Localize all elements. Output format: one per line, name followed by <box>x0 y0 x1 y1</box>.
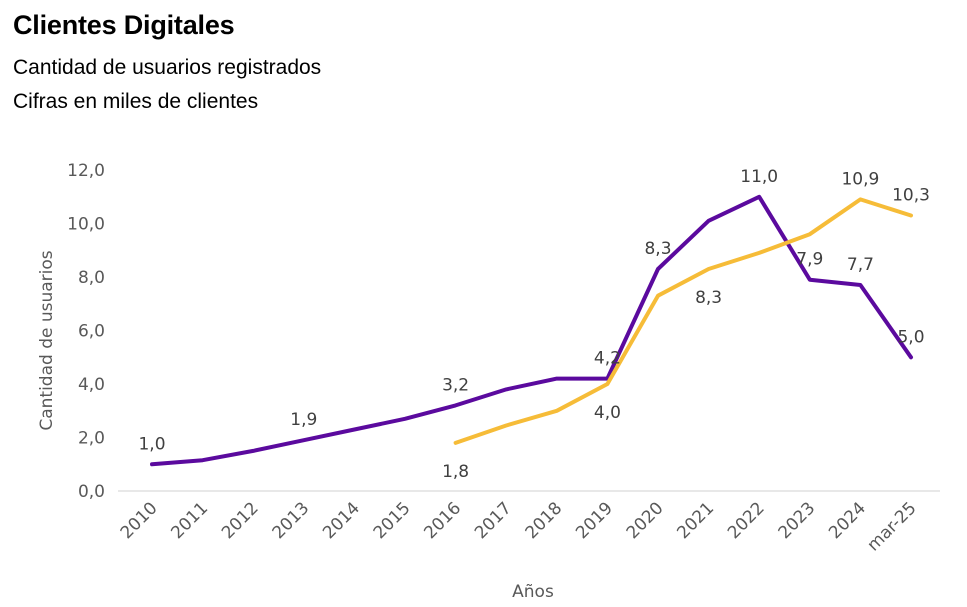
data-label: 7,7 <box>847 255 874 275</box>
data-label: 8,3 <box>695 288 722 308</box>
data-label: 4,2 <box>594 349 621 369</box>
x-tick-label: 2017 <box>471 498 516 543</box>
y-axis-ticks: 0,0 2,0 4,0 6,0 8,0 10,0 12,0 <box>67 161 105 502</box>
data-label: 5,0 <box>897 327 924 347</box>
data-label: 10,3 <box>892 185 930 205</box>
y-axis-title: Cantidad de usuarios <box>37 250 57 430</box>
series-line-serie-amarilla <box>453 197 913 445</box>
chart-title: Clientes Digitales <box>13 10 235 40</box>
data-label: 10,9 <box>841 169 879 189</box>
data-label: 4,0 <box>594 403 621 423</box>
data-label: 1,9 <box>290 410 317 430</box>
data-labels: 1,0 1,9 3,2 4,2 8,3 11,0 7,9 7,7 5,0 1,8 4,0 8,3 10,… <box>138 167 929 482</box>
x-tick-label: mar-25 <box>864 498 921 555</box>
x-tick-label: 2023 <box>775 498 820 543</box>
x-tick-label: 2015 <box>370 498 415 543</box>
chart-subtitle: Cantidad de usuarios registrados <box>13 56 322 79</box>
y-tick-label: 12,0 <box>67 161 105 181</box>
x-tick-label: 2024 <box>825 498 870 543</box>
x-tick-label: 2022 <box>724 498 769 543</box>
x-tick-label: 2016 <box>420 498 465 543</box>
y-tick-label: 10,0 <box>67 215 105 235</box>
x-tick-label: 2011 <box>167 498 212 543</box>
x-tick-label: 2020 <box>623 498 668 543</box>
x-axis-ticks: 2010 2011 2012 2013 2014 2015 2016 2017 2018 2019… <box>117 498 921 555</box>
data-label: 11,0 <box>740 167 778 187</box>
data-label: 1,0 <box>138 434 165 454</box>
y-tick-label: 2,0 <box>78 429 105 449</box>
y-tick-label: 8,0 <box>78 268 105 288</box>
x-tick-label: 2010 <box>117 498 162 543</box>
series-lines <box>150 194 913 467</box>
data-label: 8,3 <box>644 239 671 259</box>
chart-units-note: Cifras en miles de clientes <box>13 90 259 113</box>
x-tick-label: 2013 <box>269 498 314 543</box>
y-tick-label: 0,0 <box>78 482 105 502</box>
x-axis-title: Años <box>512 582 554 602</box>
y-tick-label: 4,0 <box>78 375 105 395</box>
data-label: 1,8 <box>442 462 469 482</box>
x-tick-label: 2019 <box>572 498 617 543</box>
x-tick-label: 2012 <box>218 498 263 543</box>
series-line-serie-morada <box>150 194 913 467</box>
data-label: 7,9 <box>796 250 823 270</box>
x-tick-label: 2014 <box>319 498 364 543</box>
x-tick-label: 2021 <box>673 498 718 543</box>
data-label: 3,2 <box>442 375 469 395</box>
x-tick-label: 2018 <box>522 498 567 543</box>
y-tick-label: 6,0 <box>78 322 105 342</box>
